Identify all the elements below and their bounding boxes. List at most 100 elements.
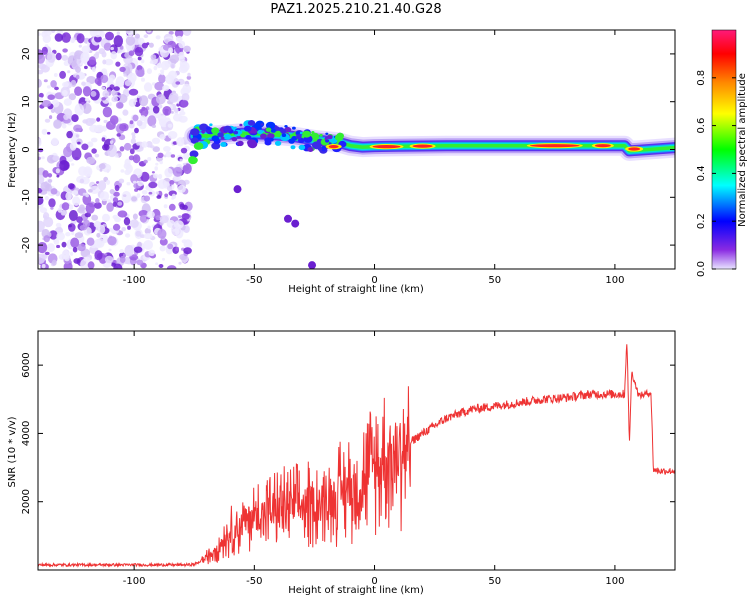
noise-blob bbox=[127, 72, 137, 83]
noise-blob bbox=[42, 170, 49, 178]
colorbar-tick-label: 0.6 bbox=[696, 118, 707, 134]
noise-blob bbox=[50, 108, 56, 114]
trace-blob bbox=[295, 134, 302, 140]
noise-blob bbox=[119, 146, 125, 152]
noise-blob bbox=[59, 70, 66, 79]
noise-blob bbox=[44, 118, 51, 123]
noise-blob bbox=[151, 124, 156, 128]
noise-blob bbox=[94, 250, 103, 261]
noise-blob bbox=[101, 97, 106, 101]
noise-blob bbox=[41, 51, 48, 55]
noise-blob bbox=[66, 130, 73, 139]
noise-blob bbox=[119, 66, 126, 72]
noise-blob bbox=[176, 137, 185, 147]
noise-blob bbox=[143, 34, 149, 39]
trace-blob bbox=[260, 133, 267, 139]
noise-blob bbox=[175, 35, 183, 42]
figure-title: PAZ1.2025.210.21.40.G28 bbox=[270, 2, 441, 17]
snr-marks bbox=[38, 344, 675, 568]
trace-blob bbox=[206, 126, 211, 131]
noise-blob bbox=[162, 85, 170, 91]
trace-blob bbox=[319, 133, 323, 137]
noise-blob bbox=[118, 153, 122, 157]
trace-blob bbox=[265, 127, 272, 132]
noise-blob bbox=[125, 164, 133, 174]
noise-blob bbox=[114, 216, 121, 223]
noise-blob bbox=[150, 54, 157, 60]
trace-blob bbox=[311, 131, 315, 134]
noise-blob bbox=[77, 207, 87, 214]
noise-blob bbox=[83, 256, 91, 262]
noise-blob bbox=[50, 80, 57, 88]
noise-blob bbox=[113, 191, 120, 197]
noise-blob bbox=[110, 46, 114, 51]
noise-blob bbox=[65, 232, 71, 237]
noise-blob bbox=[67, 55, 77, 66]
noise-blob bbox=[44, 44, 49, 48]
noise-blob bbox=[119, 255, 126, 264]
noise-blob bbox=[71, 114, 79, 123]
noise-blob bbox=[146, 141, 153, 148]
noise-blob bbox=[168, 203, 176, 211]
trace-blob bbox=[260, 123, 264, 126]
trace-blob bbox=[211, 135, 220, 142]
noise-blob bbox=[162, 106, 172, 116]
noise-blob bbox=[55, 222, 62, 228]
noise-blob bbox=[99, 191, 110, 202]
noise-blob bbox=[183, 152, 190, 160]
noise-blob bbox=[186, 75, 192, 80]
noise-blob bbox=[94, 202, 102, 209]
noise-blob bbox=[156, 195, 162, 199]
noise-blob bbox=[130, 219, 139, 228]
noise-blob bbox=[56, 232, 65, 241]
noise-blob bbox=[154, 166, 158, 171]
noise-blob bbox=[84, 98, 90, 102]
noise-blob bbox=[53, 119, 62, 129]
noise-blob bbox=[104, 253, 108, 256]
noise-blob bbox=[109, 44, 118, 55]
noise-blob bbox=[167, 123, 173, 128]
noise-blob bbox=[155, 262, 159, 266]
noise-blob bbox=[46, 243, 56, 253]
noise-blob bbox=[180, 147, 188, 154]
noise-blob bbox=[50, 206, 54, 210]
trace-blob bbox=[190, 128, 200, 136]
trace-blob bbox=[274, 130, 282, 137]
noise-blob bbox=[182, 163, 192, 175]
trace-blob bbox=[295, 131, 300, 135]
noise-blob bbox=[99, 168, 103, 172]
noise-blob bbox=[81, 81, 86, 86]
spectrogram-xtick-label: 100 bbox=[605, 275, 624, 286]
noise-blob bbox=[131, 132, 136, 136]
trace-hot-core bbox=[529, 144, 580, 148]
noise-blob bbox=[63, 146, 73, 158]
trace-blob bbox=[193, 142, 204, 150]
noise-blob bbox=[90, 137, 98, 143]
noise-blob bbox=[147, 157, 152, 161]
noise-blob bbox=[68, 183, 75, 190]
noise-blob bbox=[116, 133, 121, 137]
noise-blob bbox=[173, 220, 184, 229]
noise-blob bbox=[113, 263, 123, 269]
noise-blob bbox=[163, 204, 168, 209]
noise-blob bbox=[166, 265, 177, 269]
noise-blob bbox=[89, 30, 98, 37]
snr-ticks: -100 -50 0 50 100 2000 4000 6000 bbox=[21, 331, 675, 587]
noise-blob bbox=[83, 166, 93, 177]
noise-blob bbox=[119, 123, 129, 132]
noise-blob bbox=[183, 247, 192, 255]
spectrogram-ytick-label: 0 bbox=[21, 146, 32, 152]
trace-blob bbox=[247, 139, 255, 146]
noise-blob bbox=[167, 185, 172, 192]
noise-blob bbox=[101, 137, 106, 142]
noise-blob bbox=[46, 52, 56, 63]
trace-blob bbox=[201, 130, 205, 134]
noise-blob bbox=[109, 115, 119, 125]
noise-blob bbox=[65, 192, 72, 201]
trace-blob bbox=[223, 125, 232, 133]
noise-blob bbox=[101, 86, 106, 90]
noise-blob bbox=[136, 259, 144, 266]
noise-blob bbox=[61, 249, 70, 260]
noise-blob bbox=[112, 223, 121, 231]
trace-hot-core bbox=[628, 147, 641, 151]
